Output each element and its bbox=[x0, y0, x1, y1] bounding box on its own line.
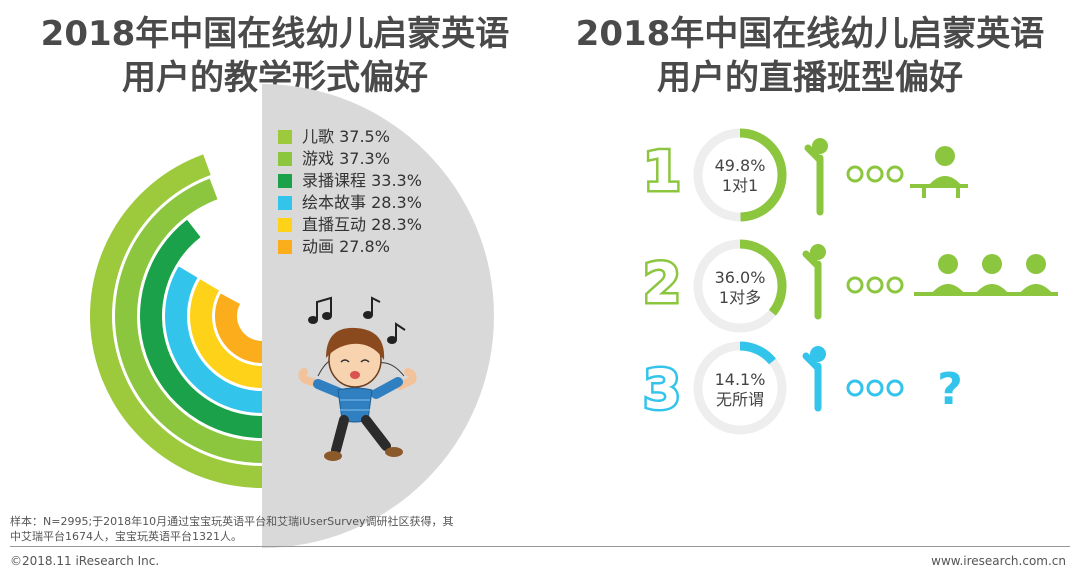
website-link[interactable]: www.iresearch.com.cn bbox=[931, 554, 1066, 568]
radial-bar-4 bbox=[164, 266, 262, 413]
footer-divider bbox=[10, 546, 1070, 547]
donut-label-1: 49.8% 1对1 bbox=[690, 156, 790, 196]
legend-label: 动画 27.8% bbox=[302, 237, 390, 256]
teacher-icon-3 bbox=[802, 346, 826, 412]
left-title-line1: 2018年中国在线幼儿启蒙英语 bbox=[40, 14, 510, 54]
donut-label-2: 36.0% 1对多 bbox=[690, 268, 790, 308]
legend-label: 直播互动 28.3% bbox=[302, 215, 422, 234]
teacher-icon-2 bbox=[802, 244, 826, 320]
legend-item-5: 直播互动 28.3% bbox=[278, 214, 422, 236]
sample-note: 样本：N=2995;于2018年10月通过宝宝玩英语平台和艾瑞iUserSurv… bbox=[10, 514, 454, 544]
donut-value-2: 36.0% bbox=[714, 268, 766, 287]
right-title-line1: 2018年中国在线幼儿启蒙英语 bbox=[575, 14, 1045, 54]
legend-swatch bbox=[278, 130, 292, 144]
sample-note-line1: 样本：N=2995;于2018年10月通过宝宝玩英语平台和艾瑞iUserSurv… bbox=[10, 515, 454, 528]
rank-number-3: 3 bbox=[643, 358, 681, 421]
legend-swatch bbox=[278, 218, 292, 232]
ellipsis-icon-3 bbox=[846, 379, 904, 397]
donut-category-2: 1对多 bbox=[718, 288, 762, 307]
student-icon-group bbox=[914, 254, 1058, 296]
radial-bar-chart bbox=[90, 84, 494, 548]
rank-number-2: 2 bbox=[643, 252, 681, 315]
left-chart-title: 2018年中国在线幼儿启蒙英语 用户的教学形式偏好 bbox=[20, 12, 530, 100]
donut-label-3: 14.1% 无所谓 bbox=[690, 370, 790, 410]
student-icon-single bbox=[910, 146, 968, 198]
donut-arc-2 bbox=[739, 239, 787, 316]
radial-bar-2 bbox=[114, 178, 262, 464]
ellipsis-icon-2 bbox=[846, 276, 904, 294]
legend-label: 录播课程 33.3% bbox=[302, 171, 422, 190]
ellipsis-icon-1 bbox=[846, 165, 904, 183]
legend-label: 游戏 37.3% bbox=[302, 149, 390, 168]
teacher-icon-1 bbox=[804, 138, 828, 216]
music-note-icon bbox=[308, 296, 406, 344]
legend-item-4: 绘本故事 28.3% bbox=[278, 192, 422, 214]
legend-swatch bbox=[278, 196, 292, 210]
legend-swatch bbox=[278, 174, 292, 188]
rank-numbers: 1 2 3 bbox=[641, 138, 684, 424]
sample-note-line2: 中艾瑞平台1674人，宝宝玩英语平台1321人。 bbox=[10, 530, 242, 543]
legend-item-1: 儿歌 37.5% bbox=[278, 126, 422, 148]
chart-legend: 儿歌 37.5% 游戏 37.3% 录播课程 33.3% 绘本故事 28.3% 直播互动… bbox=[278, 126, 422, 258]
donut-value-1: 49.8% bbox=[714, 156, 766, 175]
legend-item-6: 动画 27.8% bbox=[278, 236, 422, 258]
legend-label: 儿歌 37.5% bbox=[302, 127, 390, 146]
legend-swatch bbox=[278, 240, 292, 254]
child-illustration-icon bbox=[298, 296, 417, 461]
copyright: ©2018.11 iResearch Inc. bbox=[10, 554, 160, 568]
legend-item-2: 游戏 37.3% bbox=[278, 148, 422, 170]
legend-item-3: 录播课程 33.3% bbox=[278, 170, 422, 192]
radial-bar-6 bbox=[215, 293, 262, 363]
radial-bar-1 bbox=[90, 154, 262, 488]
rank-number-1: 1 bbox=[643, 140, 681, 203]
grey-panel bbox=[262, 84, 494, 548]
class-type-donuts bbox=[693, 128, 787, 435]
donut-value-3: 14.1% bbox=[714, 370, 766, 389]
donut-arc-1 bbox=[739, 128, 787, 222]
right-title-line2: 用户的直播班型偏好 bbox=[657, 58, 963, 98]
question-mark-icon: ? bbox=[937, 364, 963, 415]
right-chart-title: 2018年中国在线幼儿启蒙英语 用户的直播班型偏好 bbox=[570, 12, 1050, 100]
donut-category-1: 1对1 bbox=[721, 176, 759, 195]
legend-label: 绘本故事 28.3% bbox=[302, 193, 422, 212]
radial-bar-3 bbox=[140, 219, 262, 438]
donut-arc-3 bbox=[739, 341, 777, 365]
legend-swatch bbox=[278, 152, 292, 166]
donut-category-3: 无所谓 bbox=[715, 390, 764, 409]
radial-bar-5 bbox=[189, 279, 262, 388]
